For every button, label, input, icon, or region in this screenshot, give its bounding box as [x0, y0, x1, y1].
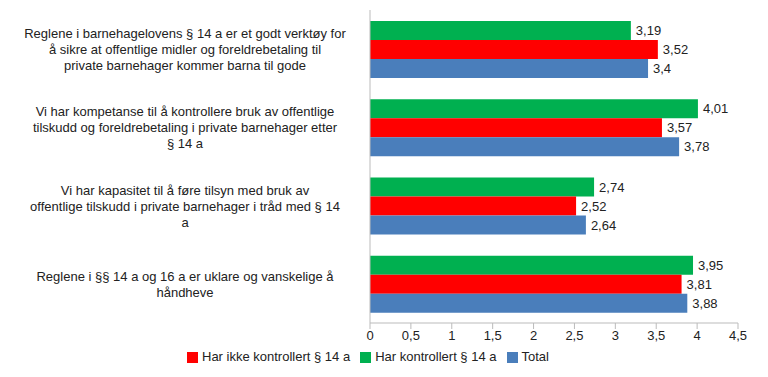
svg-text:Reglene i §§ 14 a og 16 a er u: Reglene i §§ 14 a og 16 a er uklare og v… [36, 268, 334, 299]
svg-text:1: 1 [448, 328, 455, 343]
svg-text:4: 4 [693, 328, 700, 343]
svg-text:0,5: 0,5 [402, 328, 420, 343]
svg-text:3,81: 3,81 [687, 277, 712, 292]
svg-text:3,52: 3,52 [663, 42, 688, 57]
svg-text:4,5: 4,5 [729, 328, 747, 343]
svg-text:4,01: 4,01 [703, 101, 728, 116]
svg-text:2,74: 2,74 [599, 180, 624, 195]
svg-text:Reglene i barnehagelovens § 14: Reglene i barnehagelovens § 14 a er et g… [24, 26, 346, 73]
svg-text:3,4: 3,4 [653, 61, 671, 76]
svg-text:3,78: 3,78 [684, 139, 709, 154]
svg-text:3,5: 3,5 [647, 328, 665, 343]
svg-text:3,57: 3,57 [667, 120, 692, 135]
svg-text:3,88: 3,88 [692, 296, 717, 311]
svg-text:3,19: 3,19 [636, 23, 661, 38]
html-text:Har kontrollert § 14 a: Har kontrollert § 14 a [375, 349, 497, 364]
svg-text:3: 3 [612, 328, 619, 343]
svg-text:2: 2 [530, 328, 537, 343]
svg-text:2,64: 2,64 [591, 218, 616, 233]
svg-text:Vi har kapasitet til å føre ti: Vi har kapasitet til å føre tilsyn med b… [30, 182, 340, 229]
svg-text:Vi har kompetanse til å kontro: Vi har kompetanse til å kontrollere bruk… [33, 104, 338, 151]
svg-text:3,95: 3,95 [698, 258, 723, 273]
html-text:Har ikke kontrollert § 14 a: Har ikke kontrollert § 14 a [202, 349, 351, 364]
svg-text:2,52: 2,52 [581, 199, 606, 214]
html-text:Total: Total [521, 349, 549, 364]
svg-text:0: 0 [366, 328, 373, 343]
svg-text:1,5: 1,5 [484, 328, 502, 343]
svg-text:2,5: 2,5 [565, 328, 583, 343]
